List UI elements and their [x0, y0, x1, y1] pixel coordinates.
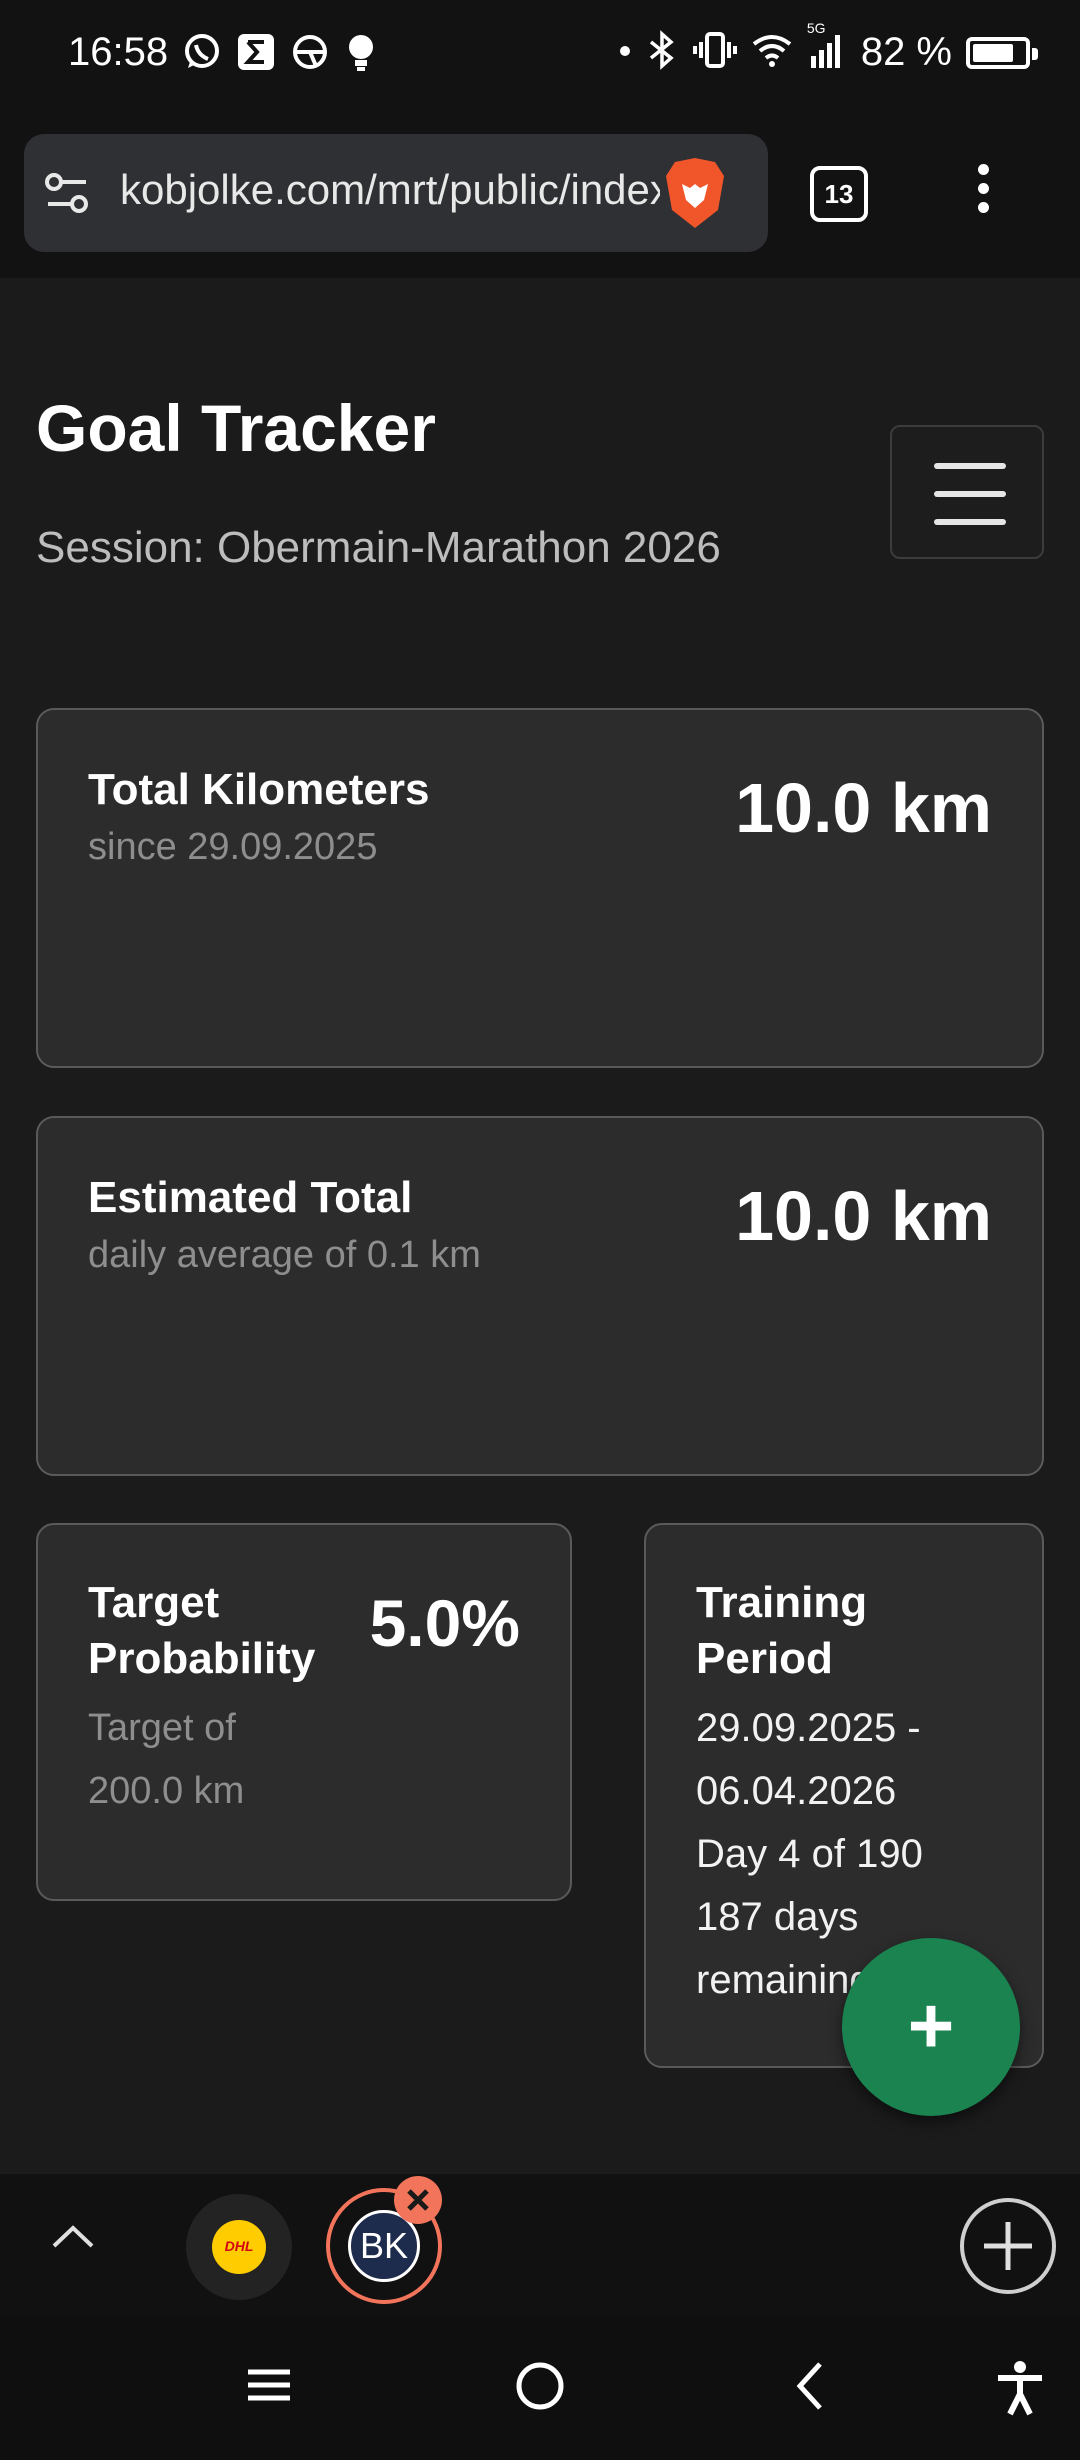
browser-toolbar: kobjolke.com/mrt/public/index 13 [0, 120, 1080, 278]
card-title: Total Kilometers [88, 765, 430, 814]
home-icon[interactable] [514, 2360, 566, 2417]
brave-shields-icon[interactable] [660, 154, 730, 237]
network-label: 5G [806, 20, 826, 36]
battery-percent: 82 % [860, 30, 952, 74]
status-time: 16:58 [68, 30, 169, 74]
card-value: 10.0 km [735, 1177, 992, 1255]
notification-icons [182, 32, 378, 77]
period-day: Day 4 of 190 [696, 1832, 923, 1876]
card-value: 5.0% [369, 1586, 520, 1660]
card-subtitle-line1: Target of [88, 1707, 236, 1749]
browser-menu-icon[interactable] [968, 164, 998, 224]
plus-icon: + [907, 1981, 955, 2070]
status-bar: 16:58 5G 82 % [0, 0, 1080, 120]
total-kilometers-card: Total Kilometers since 29.09.2025 10.0 k… [36, 708, 1044, 1068]
back-icon[interactable] [790, 2360, 830, 2417]
accessibility-icon[interactable] [994, 2360, 1046, 2421]
add-entry-button[interactable]: + [842, 1938, 1020, 2116]
site-settings-icon[interactable] [42, 168, 92, 223]
bk-logo-text: BK [359, 2225, 409, 2266]
dhl-logo-text: DHL [224, 2238, 254, 2254]
card-subtitle-line2: 200.0 km [88, 1770, 245, 1812]
steering-wheel-icon [290, 32, 330, 77]
card-title-line2: Probability [88, 1634, 316, 1683]
url-text[interactable]: kobjolke.com/mrt/public/index [120, 166, 660, 213]
system-nav-bar [0, 2316, 1080, 2460]
target-probability-card: Target Probability 5.0% Target of 200.0 … [36, 1523, 572, 1901]
bulb-icon [344, 32, 378, 77]
whatsapp-icon [182, 32, 222, 77]
address-bar[interactable]: kobjolke.com/mrt/public/index [24, 134, 768, 252]
signal-5g-icon: 5G [807, 20, 847, 75]
sigma-app-icon [236, 32, 276, 77]
chevron-up-icon[interactable] [50, 2214, 96, 2265]
tab-strip: DHL BK [0, 2174, 1080, 2316]
card-title-line1: Training [696, 1578, 868, 1627]
card-subtitle: since 29.09.2025 [88, 826, 378, 868]
page-title: Goal Tracker [36, 391, 436, 465]
card-title-line1: Target [88, 1578, 220, 1627]
bluetooth-icon [645, 30, 679, 75]
vibrate-icon [692, 30, 737, 75]
battery-level [973, 43, 1013, 62]
period-range-line1: 29.09.2025 - [696, 1706, 921, 1750]
close-tab-icon[interactable] [394, 2176, 442, 2224]
estimated-total-card: Estimated Total daily average of 0.1 km … [36, 1116, 1044, 1476]
period-remaining-line1: 187 days [696, 1895, 859, 1939]
card-title: Estimated Total [88, 1173, 413, 1222]
page-content: Goal Tracker Session: Obermain-Marathon … [0, 278, 1080, 2174]
session-label: Session: Obermain-Marathon 2026 [36, 523, 721, 572]
recents-icon[interactable] [244, 2360, 294, 2415]
hamburger-menu-button[interactable] [890, 425, 1044, 559]
new-tab-button[interactable] [960, 2198, 1056, 2294]
period-remaining-line2: remaining [696, 1958, 872, 2002]
card-value: 10.0 km [735, 769, 992, 847]
dhl-icon: DHL [212, 2220, 266, 2274]
dot-icon [619, 44, 631, 62]
card-title-line2: Period [696, 1634, 833, 1683]
system-status: 5G 82 % [619, 20, 1038, 75]
wifi-icon [751, 30, 793, 75]
card-subtitle: daily average of 0.1 km [88, 1234, 481, 1276]
tab-dhl[interactable]: DHL [186, 2194, 292, 2300]
battery-icon [966, 36, 1038, 69]
training-period-card: Training Period 29.09.2025 - 06.04.2026 … [644, 1523, 1044, 2068]
period-range-line2: 06.04.2026 [696, 1769, 897, 1813]
tab-switcher-button[interactable]: 13 [810, 166, 868, 222]
